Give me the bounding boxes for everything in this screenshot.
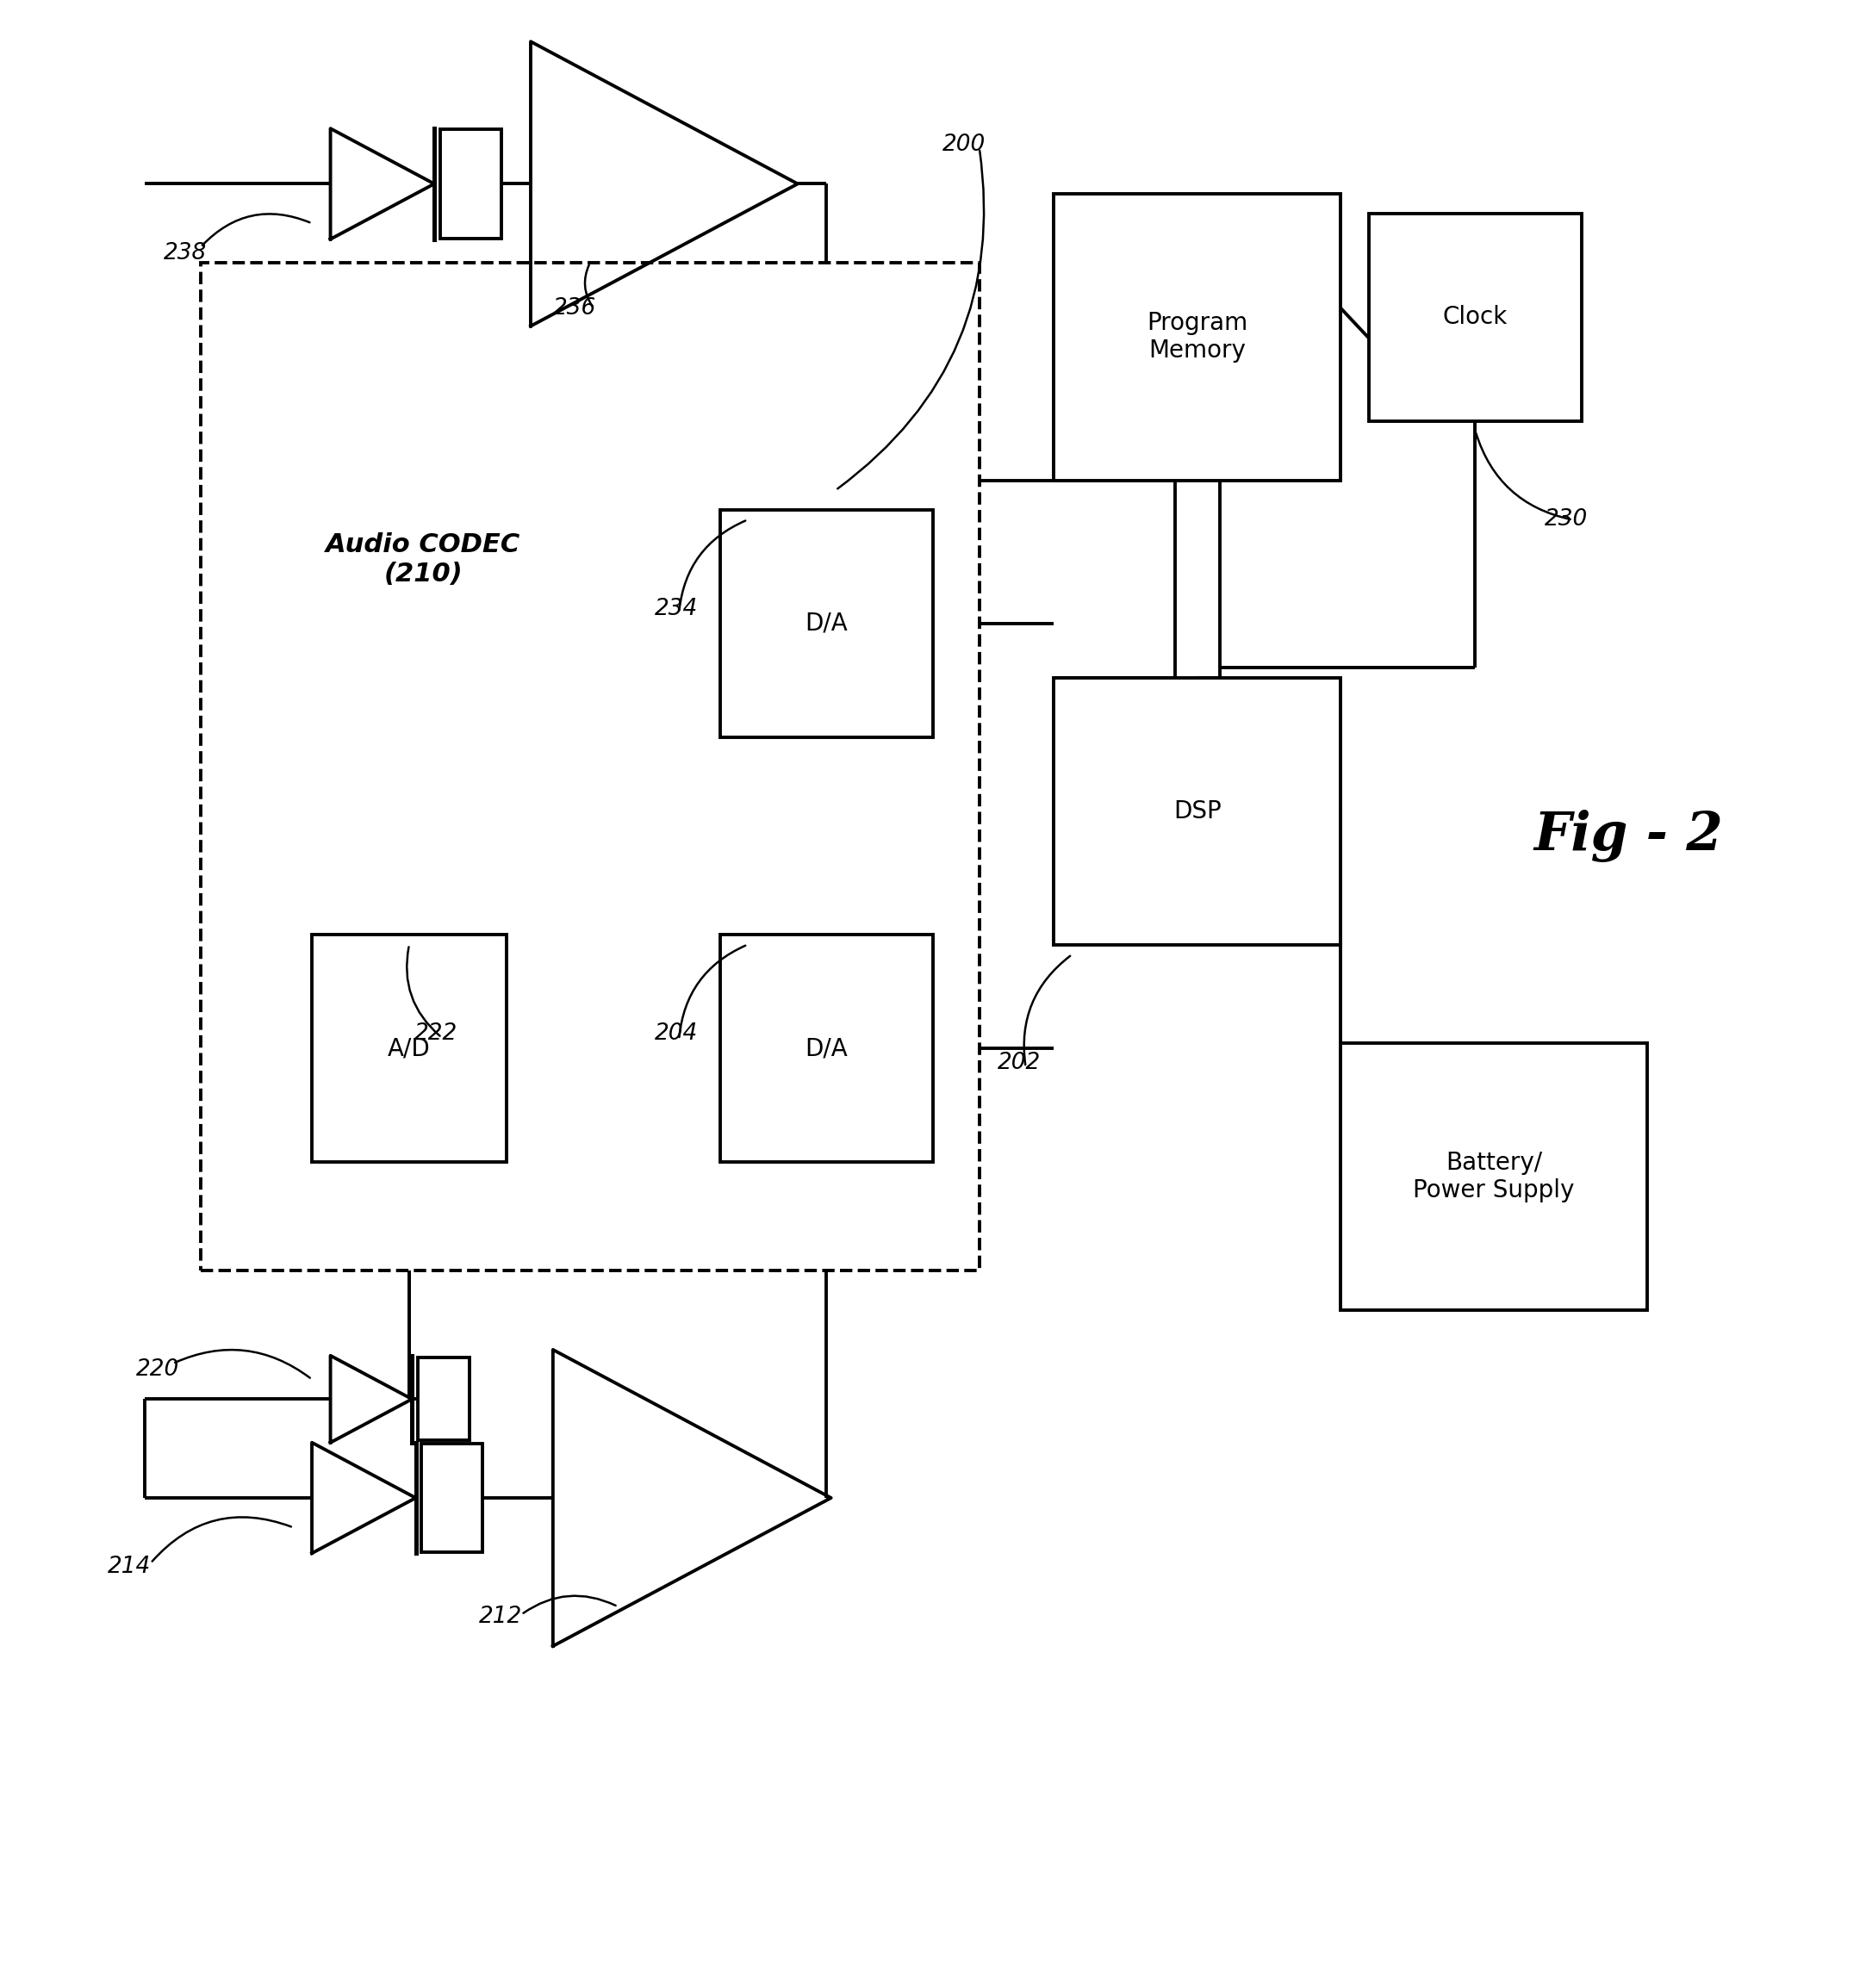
- Text: 212: 212: [480, 1604, 522, 1628]
- Text: Audio CODEC
(210): Audio CODEC (210): [327, 533, 521, 586]
- Text: D/A: D/A: [804, 612, 847, 636]
- Text: 200: 200: [942, 133, 985, 155]
- Text: 220: 220: [136, 1358, 179, 1380]
- Bar: [202, 262, 980, 1270]
- Bar: [1368, 213, 1582, 421]
- Text: D/A: D/A: [804, 1036, 847, 1060]
- Text: Program
Memory: Program Memory: [1148, 310, 1248, 364]
- Text: 214: 214: [108, 1557, 151, 1578]
- Text: 238: 238: [164, 243, 207, 264]
- Bar: [312, 934, 506, 1161]
- Bar: [440, 129, 500, 239]
- Bar: [1054, 678, 1342, 944]
- Bar: [418, 1358, 470, 1441]
- Text: 236: 236: [552, 296, 597, 320]
- Bar: [422, 1443, 483, 1553]
- Text: Clock: Clock: [1442, 304, 1508, 330]
- Bar: [720, 509, 933, 738]
- Text: Fig - 2: Fig - 2: [1534, 809, 1722, 863]
- Text: 230: 230: [1545, 509, 1588, 531]
- Text: 204: 204: [655, 1022, 698, 1046]
- Bar: [1054, 193, 1342, 481]
- Bar: [720, 934, 933, 1161]
- Text: 222: 222: [414, 1022, 457, 1046]
- Text: A/D: A/D: [388, 1036, 431, 1060]
- Bar: [1342, 1044, 1648, 1310]
- Text: 234: 234: [655, 598, 698, 620]
- Text: 202: 202: [998, 1052, 1041, 1074]
- Text: Battery/
Power Supply: Battery/ Power Supply: [1413, 1151, 1575, 1203]
- Text: DSP: DSP: [1174, 799, 1220, 823]
